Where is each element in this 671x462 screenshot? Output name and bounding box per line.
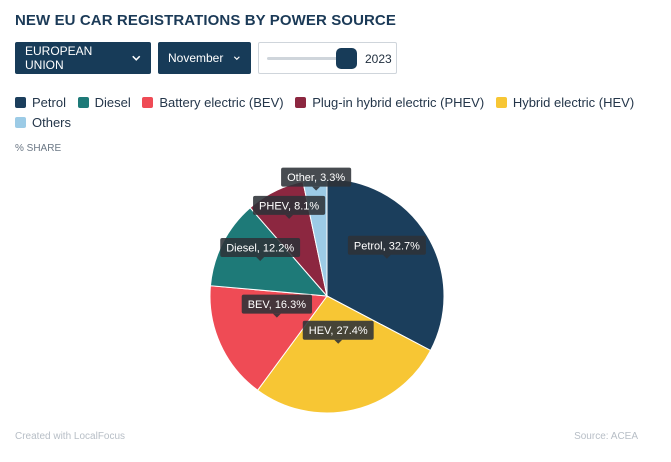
slice-label-text-1: Petrol, 32.7%	[354, 240, 420, 252]
region-dropdown-label: EUROPEAN UNION	[25, 44, 93, 72]
legend-swatch-phev	[295, 96, 307, 108]
legend-label-others: Others	[32, 114, 72, 130]
month-dropdown[interactable]: November	[158, 42, 251, 74]
footer-credit: Created with LocalFocus	[15, 431, 126, 442]
region-dropdown[interactable]: EUROPEAN UNION	[15, 42, 151, 74]
slice-label-6: Other, 3.3%	[281, 167, 352, 191]
slice-label-2: HEV, 27.4%	[302, 320, 374, 344]
legend-label-petrol: Petrol	[32, 94, 66, 110]
legend-item-others[interactable]: Others	[15, 112, 71, 132]
chart-title: NEW EU CAR REGISTRATIONS BY POWER SOURCE	[15, 12, 396, 29]
footer-source: Source: ACEA	[574, 431, 638, 442]
pie-slice-2[interactable]	[256, 295, 432, 414]
chart-controls: EUROPEAN UNION November 2023	[15, 42, 397, 74]
slice-label-text-3: BEV, 16.3%	[248, 299, 307, 311]
slice-label-4: Diesel, 12.2%	[220, 237, 301, 261]
month-dropdown-label: November	[168, 51, 224, 65]
chevron-down-icon	[234, 56, 241, 61]
unit-label: % SHARE	[15, 143, 62, 154]
slice-label-text-5: PHEV, 8.1%	[259, 200, 319, 212]
year-slider-handle[interactable]	[336, 48, 357, 69]
slice-label-text-2: HEV, 27.4%	[309, 325, 368, 337]
slice-label-text-6: Other, 3.3%	[287, 172, 345, 184]
chevron-down-icon	[131, 55, 140, 61]
legend-item-bev[interactable]: Battery electric (BEV)	[142, 92, 284, 112]
chart-legend: Petrol Diesel Battery electric (BEV) Plu…	[15, 92, 655, 132]
legend-swatch-others	[15, 116, 26, 128]
legend-item-petrol[interactable]: Petrol	[15, 92, 66, 112]
slice-label-1: Petrol, 32.7%	[347, 235, 426, 259]
legend-item-diesel[interactable]: Diesel	[77, 92, 131, 112]
legend-label-phev: Plug-in hybrid electric (PHEV)	[312, 94, 485, 110]
slice-label-3: BEV, 16.3%	[241, 294, 313, 318]
pie-slice-1[interactable]	[326, 178, 445, 352]
legend-item-hev[interactable]: Hybrid electric (HEV)	[495, 92, 635, 112]
slice-label-5: PHEV, 8.1%	[253, 195, 326, 219]
slice-label-text-4: Diesel, 12.2%	[226, 242, 294, 254]
legend-swatch-bev	[142, 96, 154, 108]
legend-label-diesel: Diesel	[94, 94, 131, 110]
legend-swatch-hev	[495, 96, 507, 108]
legend-swatch-petrol	[15, 96, 26, 108]
legend-label-bev: Battery electric (BEV)	[159, 94, 284, 110]
legend-swatch-diesel	[77, 96, 89, 108]
legend-label-hev: Hybrid electric (HEV)	[512, 94, 635, 110]
year-slider: 2023	[258, 42, 397, 74]
year-slider-value: 2023	[365, 52, 392, 66]
year-slider-track[interactable]	[267, 57, 351, 60]
legend-item-phev[interactable]: Plug-in hybrid electric (PHEV)	[295, 92, 484, 112]
